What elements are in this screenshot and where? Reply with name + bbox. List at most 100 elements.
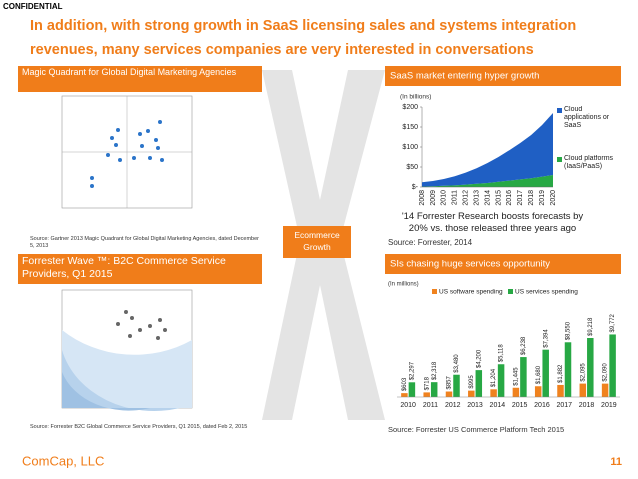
legend-label-box: Cloud platforms (IaaS/PaaS) <box>564 155 614 170</box>
bar <box>587 338 594 397</box>
source: Source: Forrester, 2014 <box>388 238 473 247</box>
x-tick-label: 2014 <box>490 402 506 409</box>
legend-swatch <box>432 289 437 294</box>
bar <box>542 349 549 397</box>
value-label: $6,238 <box>521 336 527 355</box>
legend-swatch <box>557 108 562 113</box>
panel-title: Magic Quadrant for Global Digital Market… <box>22 67 237 77</box>
x-tick-label: 2018 <box>528 190 535 206</box>
bar <box>475 370 483 397</box>
bar <box>564 342 572 397</box>
panel-header <box>385 254 621 274</box>
x-tick-label: 2017 <box>556 402 572 409</box>
title-line: revenues, many services companies are ve… <box>30 42 534 58</box>
y-tick-label: $- <box>412 184 419 191</box>
x-tick-label: 2016 <box>534 402 550 409</box>
value-label: $603 <box>402 377 408 391</box>
legend-label: US services spending <box>515 289 578 296</box>
x-tick-label: 2012 <box>463 190 470 206</box>
area <box>422 175 553 187</box>
x-tick-label: 2013 <box>467 402 483 409</box>
company: ComCap, LLC <box>22 453 104 468</box>
y-tick-label: $200 <box>402 104 418 111</box>
value-label: $9,772 <box>610 313 616 332</box>
x-tick-label: 2019 <box>539 190 546 206</box>
center-text: Ecommerce Growth <box>294 230 340 252</box>
bar <box>490 389 497 397</box>
value-label: $2,297 <box>409 361 415 380</box>
panel-title-box: Magic Quadrant for Global Digital Market… <box>22 67 237 77</box>
bar <box>468 390 475 397</box>
bar <box>445 391 453 397</box>
annotation-box: '14 Forrester Research boosts forecasts … <box>401 211 584 234</box>
x-tick-label: 2011 <box>452 190 459 205</box>
bar <box>601 383 609 397</box>
magic-quadrant-image <box>61 95 193 209</box>
panel-title: SaaS market entering hyper growth <box>390 71 539 82</box>
value-label: $1,445 <box>513 367 519 386</box>
value-label: $1,882 <box>558 364 564 383</box>
bar <box>520 357 527 397</box>
source: Source: Gartner 2013 Magic Quadrant for … <box>30 236 259 249</box>
value-label: $9,218 <box>588 317 594 336</box>
panel-title-box: Forrester Wave ™: B2C Commerce Service P… <box>22 255 226 280</box>
title-line: In addition, with strong growth in SaaS … <box>30 18 576 34</box>
legend-swatch <box>508 289 513 294</box>
x-tick-label: 2015 <box>512 402 528 409</box>
legend-label: Cloud platforms (IaaS/PaaS) <box>564 155 614 170</box>
panel-header <box>385 66 621 86</box>
value-label: $2,318 <box>432 361 438 380</box>
x-tick-label: 2008 <box>419 190 426 206</box>
legend-label-box: Cloud applications or SaaS <box>564 106 610 129</box>
value-label: $4,200 <box>476 349 482 368</box>
panel-title: SIs chasing huge services opportunity <box>390 259 550 270</box>
annotation: '14 Forrester Research boosts forecasts … <box>401 211 584 234</box>
x-tick-label: 2020 <box>550 190 557 206</box>
forrester-wave-image <box>61 289 193 411</box>
x-tick-label: 2016 <box>506 190 513 206</box>
legend-label: US software spending <box>439 289 503 296</box>
x-tick-label: 2018 <box>579 402 595 409</box>
source-box: Source: Forrester B2C Global Commerce Se… <box>30 424 248 430</box>
source: Source: Forrester B2C Global Commerce Se… <box>30 424 248 430</box>
value-label: $5,118 <box>499 344 505 363</box>
page-number: 11 <box>610 456 622 468</box>
bar <box>534 386 542 397</box>
bar <box>423 392 430 397</box>
value-label: $857 <box>447 376 453 390</box>
value-label: $7,394 <box>543 329 549 348</box>
y-tick-label: $50 <box>406 164 418 171</box>
x-tick-label: 2017 <box>517 190 524 206</box>
panel-header <box>18 66 262 92</box>
x-tick-label: 2010 <box>441 190 448 206</box>
value-label: $718 <box>424 376 430 390</box>
bar <box>408 382 416 397</box>
x-tick-label: 2019 <box>601 402 617 409</box>
confidential: CONFIDENTIAL <box>3 2 63 11</box>
x-tick-label: 2014 <box>484 190 491 206</box>
value-label: $2,090 <box>603 363 609 382</box>
unit-label: (In billions) <box>400 94 431 101</box>
x-tick-label: 2013 <box>473 190 480 206</box>
bar <box>497 364 505 397</box>
x-tick-label: 2015 <box>495 190 502 206</box>
bar <box>609 334 616 397</box>
value-label: $2,095 <box>580 363 586 382</box>
panel-title: Forrester Wave ™: B2C Commerce Service P… <box>22 255 226 280</box>
area <box>422 113 553 187</box>
unit-label: (In millions) <box>388 282 419 288</box>
value-label: $995 <box>469 375 475 389</box>
center-text-box: Ecommerce Growth <box>294 230 340 252</box>
legend-label: Cloud applications or SaaS <box>564 106 610 129</box>
bar <box>579 383 587 397</box>
legend-swatch <box>557 157 562 162</box>
value-label: $1,204 <box>491 368 497 387</box>
bar <box>512 387 520 397</box>
panel-header <box>18 254 262 284</box>
x-tick-label: 2009 <box>430 190 437 206</box>
x-tick-label: 2011 <box>423 402 438 409</box>
bar <box>453 374 460 397</box>
bar <box>430 382 438 397</box>
y-tick-label: $150 <box>402 124 418 131</box>
